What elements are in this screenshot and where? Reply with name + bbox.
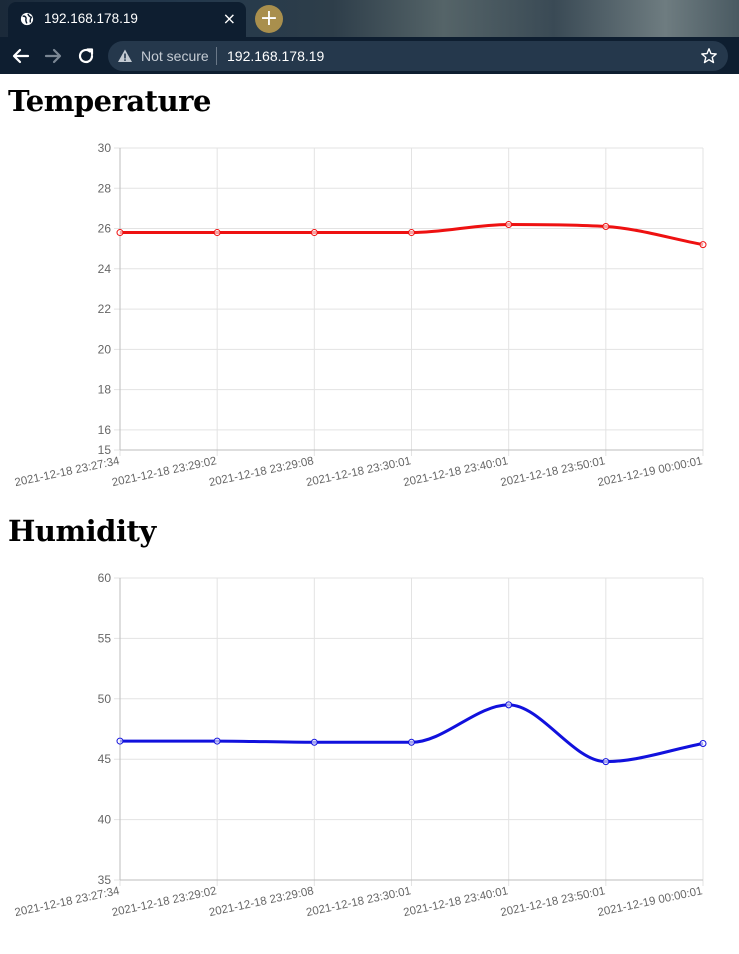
data-point[interactable] <box>310 738 318 746</box>
x-tick-label: 2021-12-19 00:00:01 <box>597 455 704 489</box>
x-tick-label: 2021-12-18 23:50:01 <box>499 455 606 489</box>
y-tick-label: 35 <box>98 873 112 887</box>
x-tick-label: 2021-12-18 23:29:02 <box>111 885 218 919</box>
reload-icon[interactable] <box>75 45 97 67</box>
humidity-heading: Humidity <box>8 514 156 548</box>
data-point[interactable] <box>505 221 513 229</box>
y-tick-label: 15 <box>98 443 112 457</box>
tab-title: 192.168.178.19 <box>44 11 138 26</box>
forward-icon[interactable] <box>42 45 64 67</box>
data-point[interactable] <box>408 229 415 237</box>
x-tick-label: 2021-12-18 23:27:34 <box>14 885 122 919</box>
star-icon[interactable] <box>700 47 718 65</box>
x-tick-label: 2021-12-18 23:29:08 <box>208 455 315 489</box>
y-tick-label: 24 <box>98 262 112 276</box>
y-tick-label: 30 <box>98 141 112 155</box>
warning-icon[interactable] <box>117 48 133 64</box>
x-tick-label: 2021-12-18 23:40:01 <box>402 885 509 919</box>
x-tick-label: 2021-12-18 23:29:08 <box>208 885 315 919</box>
data-point[interactable] <box>213 229 221 237</box>
data-point[interactable] <box>116 737 124 745</box>
not-secure-label[interactable]: Not secure <box>141 48 209 64</box>
data-point[interactable] <box>505 701 513 709</box>
data-point[interactable] <box>699 241 707 249</box>
y-tick-label: 16 <box>98 423 112 437</box>
y-tick-label: 22 <box>98 302 112 316</box>
data-point[interactable] <box>116 229 124 237</box>
new-tab-button[interactable]: + <box>255 5 283 33</box>
y-tick-label: 40 <box>98 813 112 827</box>
omnibox-divider <box>216 47 217 65</box>
address-bar[interactable]: Not secure 192.168.178.19 <box>108 41 728 71</box>
x-tick-label: 2021-12-18 23:50:01 <box>499 885 606 919</box>
tab-close-icon[interactable]: × <box>222 9 236 28</box>
y-tick-label: 45 <box>98 752 112 766</box>
y-tick-label: 28 <box>98 181 112 195</box>
data-point[interactable] <box>602 758 610 766</box>
data-point[interactable] <box>310 229 318 237</box>
x-tick-label: 2021-12-19 00:00:01 <box>597 885 704 919</box>
data-point[interactable] <box>699 739 707 747</box>
y-tick-label: 55 <box>98 631 112 645</box>
data-point[interactable] <box>408 738 415 746</box>
y-tick-label: 60 <box>98 571 112 585</box>
url-text[interactable]: 192.168.178.19 <box>227 48 325 64</box>
browser-tab[interactable]: 192.168.178.19 × <box>8 2 246 37</box>
x-tick-label: 2021-12-18 23:30:01 <box>305 455 412 489</box>
y-tick-label: 50 <box>98 692 112 706</box>
y-tick-label: 18 <box>98 383 112 397</box>
tab-strip: 192.168.178.19 × + <box>0 0 739 37</box>
browser-toolbar: Not secure 192.168.178.19 <box>0 37 739 74</box>
y-tick-label: 20 <box>98 342 112 356</box>
globe-icon <box>20 12 34 26</box>
back-icon[interactable] <box>10 45 32 67</box>
data-point[interactable] <box>213 737 221 745</box>
x-tick-label: 2021-12-18 23:40:01 <box>402 455 509 489</box>
x-tick-label: 2021-12-18 23:27:34 <box>14 455 122 489</box>
y-tick-label: 26 <box>98 222 112 236</box>
data-point[interactable] <box>602 223 610 231</box>
x-tick-label: 2021-12-18 23:29:02 <box>111 455 218 489</box>
x-tick-label: 2021-12-18 23:30:01 <box>305 885 412 919</box>
temperature-heading: Temperature <box>8 84 211 118</box>
